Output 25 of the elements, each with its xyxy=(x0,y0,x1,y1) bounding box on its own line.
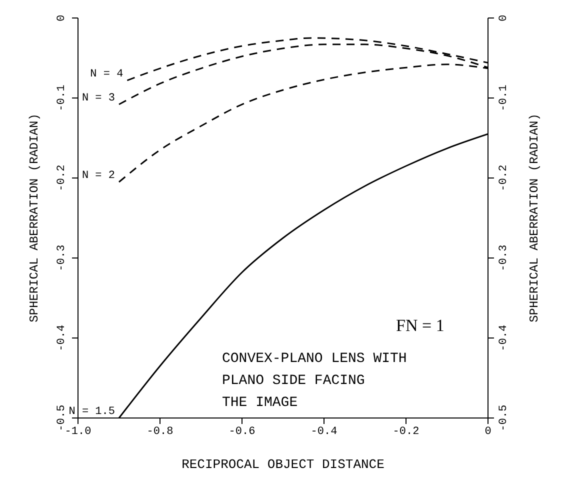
annotation: FN = 1 xyxy=(396,316,444,336)
x-axis-title: RECIPROCAL OBJECT DISTANCE xyxy=(182,457,385,472)
annotation: CONVEX-PLANO LENS WITH PLANO SIDE FACING THE IMAGE xyxy=(222,350,407,413)
y2-tick-label: -0.1 xyxy=(498,84,510,112)
series-label: N = 2 xyxy=(82,170,115,182)
x-tick-label: -0.6 xyxy=(228,426,256,438)
y-axis-title: SPHERICAL ABERRATION (RADIAN) xyxy=(27,114,42,322)
y-tick-label: -0.1 xyxy=(56,84,68,112)
y2-axis-title: SPHERICAL ABERRATION (RADIAN) xyxy=(527,114,542,322)
y2-tick-label: -0.4 xyxy=(498,324,510,352)
y-tick-label: -0.4 xyxy=(56,324,68,352)
y-tick-label: 0 xyxy=(56,14,68,22)
x-tick-label: 0 xyxy=(484,426,492,438)
y2-tick-label: -0.2 xyxy=(498,164,510,192)
series-label: N = 3 xyxy=(82,92,115,104)
x-tick-label: -0.4 xyxy=(310,426,338,438)
y2-tick-label: -0.5 xyxy=(498,404,510,432)
x-tick-label: -0.8 xyxy=(146,426,174,438)
y2-tick-label: -0.3 xyxy=(498,244,510,272)
series-label: N = 4 xyxy=(90,68,124,80)
y-tick-label: -0.3 xyxy=(56,244,68,272)
series-label: N = 1.5 xyxy=(68,406,115,418)
y-tick-label: -0.2 xyxy=(56,164,68,192)
x-tick-label: -0.2 xyxy=(392,426,420,438)
y2-tick-label: 0 xyxy=(498,14,510,22)
